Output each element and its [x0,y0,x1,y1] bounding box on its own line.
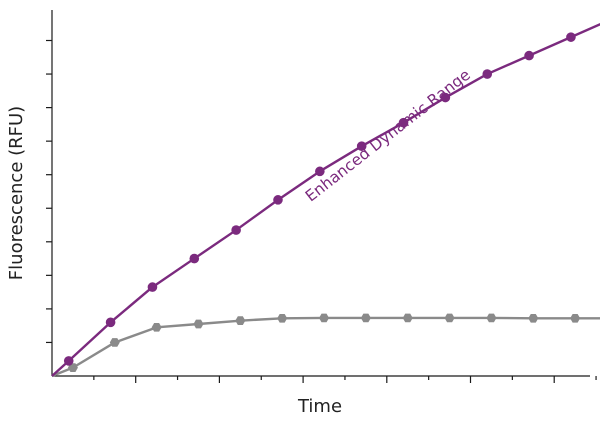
series-grey [51,313,600,378]
purple-point-11 [482,69,493,79]
purple-point-10 [440,92,451,103]
series-grey-line [51,316,600,378]
grey-point-4 [193,319,204,329]
purple-point-8 [356,141,367,151]
series-purple-line [51,23,600,377]
y-ticks [46,39,52,344]
grey-point-7 [319,313,330,323]
grey-point-12 [528,313,539,323]
grey-point-1 [67,363,78,372]
x-axis-label: Time [297,396,342,417]
purple-point-13 [566,32,576,42]
grey-point-9 [402,313,413,323]
series-purple [51,23,600,377]
grey-point-6 [277,313,288,323]
purple-point-1 [63,356,74,366]
purple-point-6 [273,195,283,205]
grey-point-3 [151,323,162,332]
purple-point-4 [189,253,200,264]
x-ticks [93,376,597,383]
purple-point-7 [315,166,325,177]
annotation-enhanced-dynamic-range: Enhanced Dynamic Range [302,66,474,206]
axes [46,10,597,383]
grey-point-10 [444,313,455,323]
purple-point-3 [147,282,158,292]
purple-point-2 [105,317,116,328]
purple-point-9 [398,117,409,128]
grey-point-5 [235,316,246,325]
purple-point-5 [231,225,241,235]
purple-point-12 [524,50,534,61]
y-axis-label: Fluorescence (RFU) [6,106,27,280]
grey-point-11 [486,313,497,323]
grey-point-2 [109,338,120,347]
grey-point-13 [570,313,581,323]
grey-point-8 [360,313,371,323]
series-layer [51,23,600,378]
